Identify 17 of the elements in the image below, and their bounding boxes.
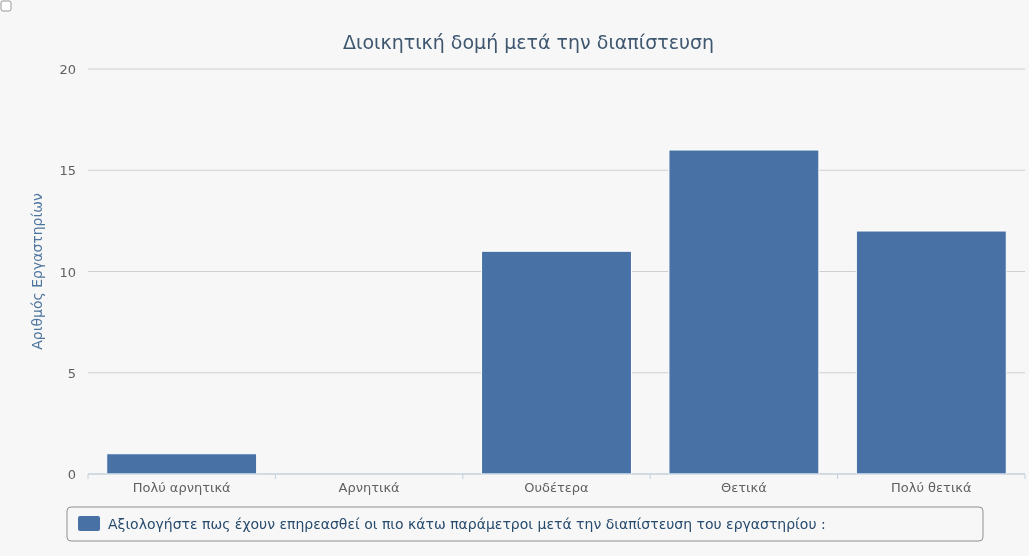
y-tick-label: 10	[59, 264, 76, 280]
x-tick-label: Θετικά	[721, 480, 767, 495]
y-axis-title: Αριθμός Εργαστηρίων	[29, 193, 45, 350]
y-tick-label: 0	[67, 467, 76, 482]
bar	[481, 250, 632, 475]
x-tick-label: Πολύ αρνητικά	[132, 480, 231, 495]
y-tick-label: 15	[59, 163, 76, 179]
x-tick-label: Αρνητικά	[338, 480, 400, 495]
y-tick-label: 20	[59, 62, 76, 77]
bar	[855, 230, 1007, 475]
chart-title: Διοικητική δομή μετά την διαπίστευση	[342, 31, 715, 53]
bar	[668, 149, 820, 475]
y-tick-label: 5	[67, 365, 76, 381]
legend-label: Αξιολογήστε πως έχουν επηρεασθεί οι πιο κάτω παράμετροι μετά την διαπίστευση του εργαστηρίου :	[108, 516, 826, 532]
x-tick-label: Πολύ θετικά	[891, 480, 972, 495]
bar	[106, 453, 258, 475]
x-tick-label: Ουδέτερα	[524, 480, 589, 495]
